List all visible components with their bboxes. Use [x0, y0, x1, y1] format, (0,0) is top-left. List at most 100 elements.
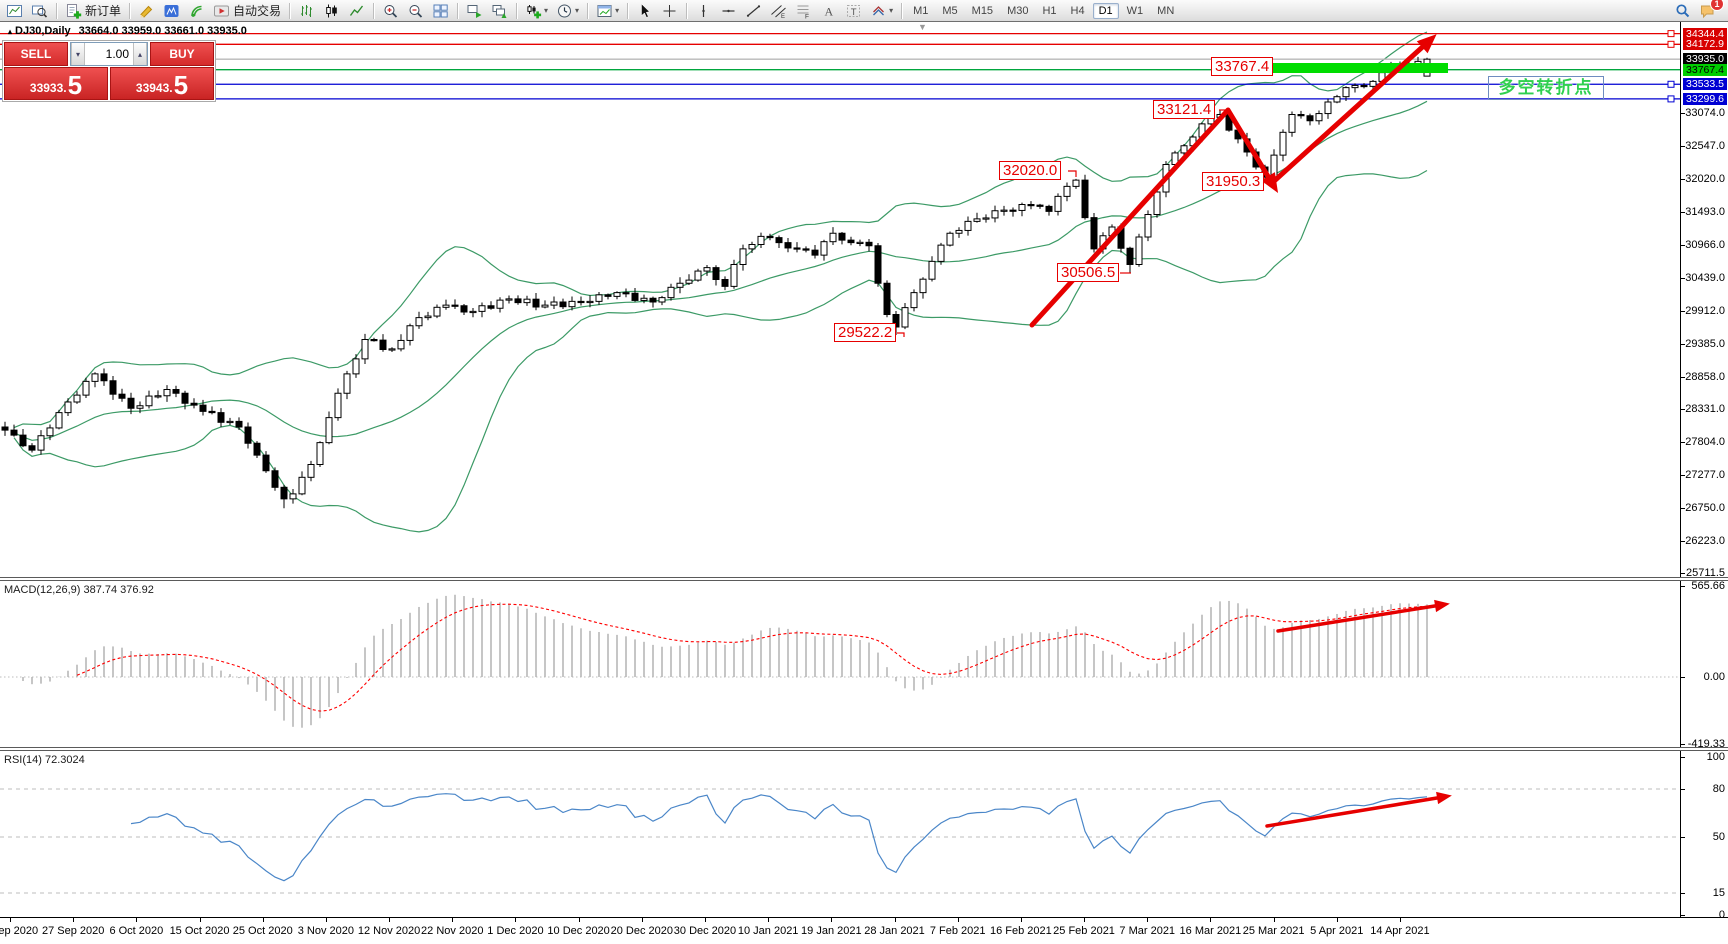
timeframe-button-M30[interactable]: M30: [1007, 4, 1029, 17]
one-click-trading-panel: SELL ▾ ▴ BUY 33933.5 33943.5: [2, 40, 216, 102]
horizontal-line-button[interactable]: [717, 0, 740, 21]
timeframe-button-H4[interactable]: H4: [1070, 4, 1085, 17]
price-tick-mark: [1681, 343, 1685, 345]
price-callout-31950.3[interactable]: 31950.3: [1202, 172, 1265, 191]
date-label: 6 Oct 2020: [109, 925, 164, 937]
price-callout-30506.5[interactable]: 30506.5: [1057, 263, 1120, 282]
svg-text:A: A: [825, 4, 834, 18]
buy-button[interactable]: BUY: [150, 42, 214, 66]
period-selector-dropdown-icon[interactable]: ▾: [575, 6, 580, 15]
bars-chart-button[interactable]: [295, 0, 318, 21]
date-label: 25 Feb 2021: [1053, 925, 1115, 937]
date-tick-mark: [894, 918, 896, 922]
buy-price-button[interactable]: 33943. 5: [110, 67, 214, 100]
macd-trend-arrow[interactable]: [1276, 599, 1450, 633]
macd-indicator-pane[interactable]: [0, 581, 1680, 747]
timeframe-button-MN[interactable]: MN: [1157, 4, 1175, 17]
price-tick-label: 32547.0: [1685, 139, 1725, 152]
signal-button[interactable]: [185, 0, 208, 21]
zoom-in-button[interactable]: [379, 0, 402, 21]
date-tick-mark: [1273, 918, 1275, 922]
rsi-tick-label: 0: [1718, 909, 1725, 921]
price-tick-label: 27804.0: [1685, 436, 1725, 449]
price-level-lines[interactable]: [0, 30, 1680, 103]
volume-input[interactable]: [85, 43, 133, 65]
pane-splitter[interactable]: [0, 577, 1728, 581]
crayon-button[interactable]: [135, 0, 158, 21]
macd-indicator-label: MACD(12,26,9) 387.74 376.92: [4, 584, 154, 596]
timeframe-button-M5[interactable]: M5: [942, 4, 958, 17]
price-tick-label: 28331.0: [1685, 403, 1725, 416]
templates-button[interactable]: ▾: [593, 0, 622, 21]
volume-increase-button[interactable]: ▴: [133, 43, 147, 65]
rsi-indicator-pane[interactable]: [0, 751, 1680, 917]
tile-windows-button[interactable]: [429, 0, 452, 21]
zoom-window-button[interactable]: [28, 0, 51, 21]
note-annotation[interactable]: 多空转折点: [1488, 76, 1604, 100]
trend-arrow-2[interactable]: [1269, 34, 1437, 186]
new-order-button[interactable]: 新订单: [62, 0, 124, 21]
rsi-tick-mark: [1681, 789, 1685, 790]
trendline-button[interactable]: [742, 0, 765, 21]
price-callout-29522.2[interactable]: 29522.2: [834, 323, 897, 342]
zoom-in-icon: [384, 4, 398, 18]
toolbar-separator: [627, 2, 629, 19]
equidistant-channel-button[interactable]: E: [767, 0, 790, 21]
candle-chart-button[interactable]: [320, 0, 343, 21]
autotrade-button[interactable]: 自动交易: [210, 0, 284, 21]
mql-button[interactable]: [160, 0, 183, 21]
fibonacci-button[interactable]: F: [792, 0, 815, 21]
price-callout-33121.4[interactable]: 33121.4: [1153, 100, 1216, 119]
pane-splitter[interactable]: [0, 747, 1728, 751]
chart-window-button[interactable]: [3, 0, 26, 21]
timeframe-button-D1[interactable]: D1: [1092, 2, 1119, 19]
arrows-dropdown-icon[interactable]: ▾: [889, 6, 894, 15]
equidistant-channel-icon: E: [771, 4, 786, 19]
vertical-line-button[interactable]: [692, 0, 715, 21]
symbol-marker-icon: ▴: [8, 27, 13, 36]
price-axis[interactable]: 33074.0 32547.0 32020.0 31493.0 30966.0 30439…: [1680, 22, 1728, 921]
notifications-button[interactable]: 1: [1696, 0, 1724, 21]
new-chart-button[interactable]: ▾: [522, 0, 551, 21]
new-chart-dropdown-icon[interactable]: ▾: [544, 6, 549, 15]
arrows-button[interactable]: ▾: [867, 0, 896, 21]
arrange-windows-button[interactable]: [463, 0, 486, 21]
timeframe-button-W1[interactable]: W1: [1126, 4, 1144, 17]
sell-price-button[interactable]: 33933. 5: [4, 67, 108, 100]
timeframe-button-M1[interactable]: M1: [913, 4, 929, 17]
search-button[interactable]: [1671, 0, 1694, 21]
candle-chart-icon: [326, 4, 337, 17]
trend-arrow-1[interactable]: [1029, 107, 1279, 328]
toolbar-separator: [686, 2, 688, 19]
text-label-button[interactable]: T: [842, 0, 865, 21]
breakout-zone-highlight[interactable]: [1273, 63, 1448, 73]
bars-chart-icon: [301, 4, 313, 17]
sell-button[interactable]: SELL: [4, 42, 68, 66]
date-tick-mark: [1147, 918, 1149, 922]
price-callout-32020.0[interactable]: 32020.0: [999, 161, 1062, 180]
text-button[interactable]: A: [817, 0, 840, 21]
date-tick-mark: [199, 918, 201, 922]
line-chart-button[interactable]: [345, 0, 368, 21]
timeframe-button-H1[interactable]: H1: [1042, 4, 1057, 17]
period-selector-button[interactable]: ▾: [553, 0, 582, 21]
cascade-windows-button[interactable]: [488, 0, 511, 21]
sell-price-small: 33933.: [29, 81, 67, 95]
date-label: 25 Mar 2021: [1242, 925, 1305, 937]
chart-shift-marker[interactable]: ▼: [918, 22, 927, 32]
templates-dropdown-icon[interactable]: ▾: [615, 6, 620, 15]
volume-decrease-button[interactable]: ▾: [71, 43, 85, 65]
zoom-out-button[interactable]: [404, 0, 427, 21]
rsi-tick-label: 80: [1712, 783, 1725, 795]
cursor-button[interactable]: [633, 0, 656, 21]
price-callout-33767.4[interactable]: 33767.4: [1211, 57, 1274, 76]
price-tick-mark: [1681, 277, 1685, 279]
price-chip-33935.0: 33935.0: [1683, 53, 1727, 66]
date-tick-mark: [325, 918, 327, 922]
timeframe-button-M15[interactable]: M15: [971, 4, 994, 17]
price-tick-label: 28858.0: [1685, 370, 1725, 383]
rsi-trend-arrow[interactable]: [1265, 791, 1452, 828]
price-chart-pane[interactable]: [0, 22, 1680, 577]
crosshair-button[interactable]: [658, 0, 681, 21]
